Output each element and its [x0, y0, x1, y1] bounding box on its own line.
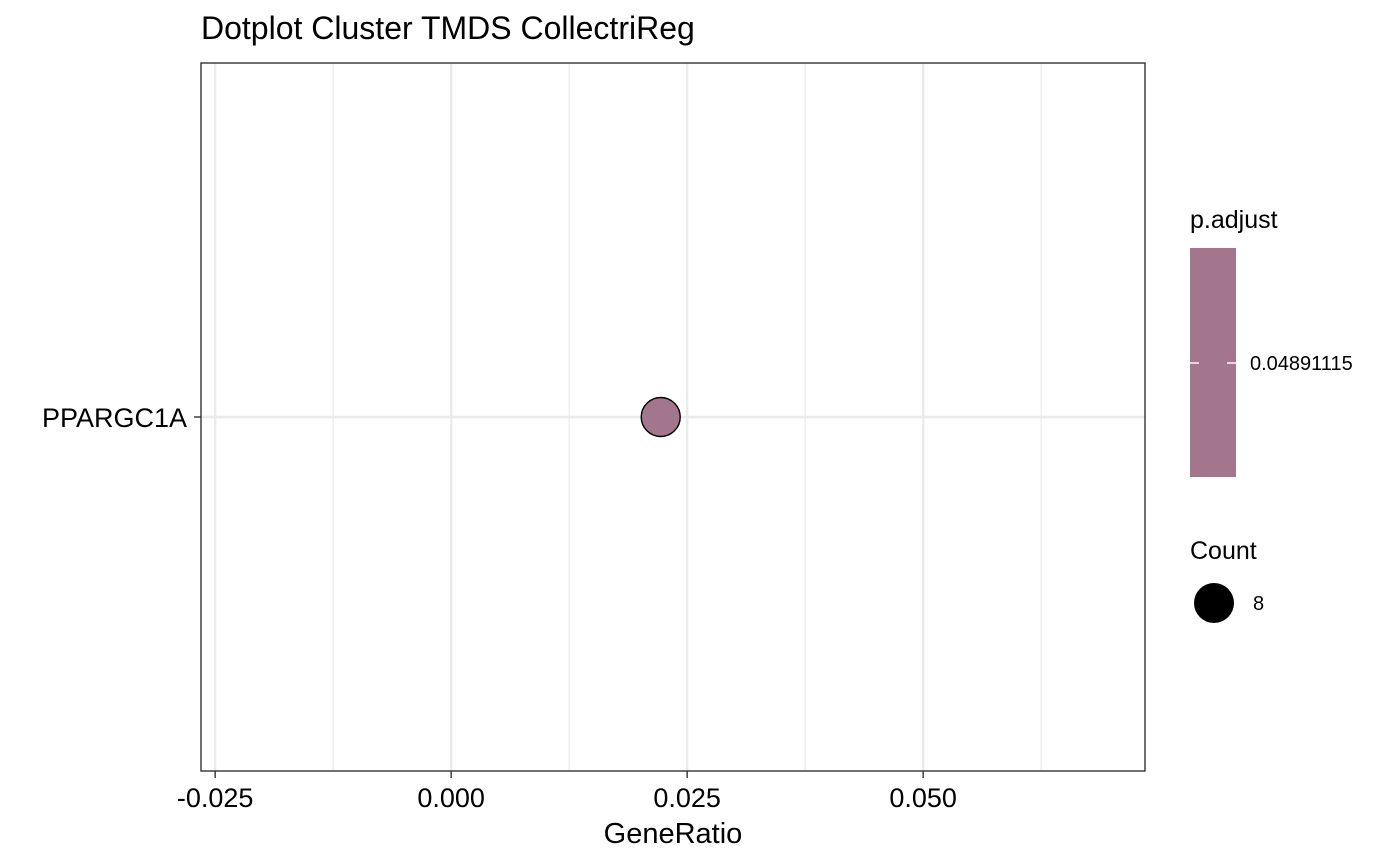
data-point: [640, 396, 681, 438]
colorbar-label: 0.04891115: [1250, 353, 1353, 375]
legend-size-key: [1194, 583, 1234, 623]
legend-size-title: Count: [1190, 537, 1257, 565]
point-layer: [640, 396, 681, 438]
y-tick-label: PPARGC1A: [42, 403, 187, 433]
legend-size: Count 8: [1190, 537, 1264, 623]
x-tick-label: -0.025: [177, 783, 254, 813]
legend-color: p.adjust 0.04891115: [1190, 206, 1353, 477]
chart-title: Dotplot Cluster TMDS CollectriReg: [201, 10, 695, 46]
legend-color-title: p.adjust: [1190, 206, 1278, 234]
x-tick-label: 0.050: [889, 783, 957, 813]
x-tick-label: 0.025: [653, 783, 721, 813]
axis-layer: -0.025 0.000 0.025 0.050 PPARGC1A: [42, 403, 957, 813]
x-axis-title: GeneRatio: [604, 818, 743, 850]
legend-size-label: 8: [1253, 593, 1264, 615]
x-tick-label: 0.000: [417, 783, 485, 813]
